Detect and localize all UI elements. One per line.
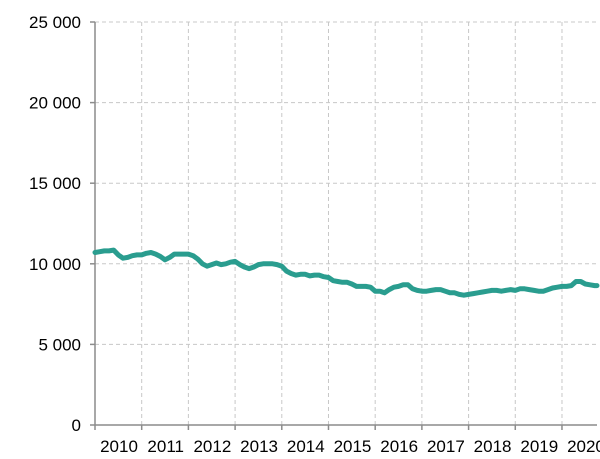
y-tick-labels: 0 5 000 10 000 15 000 20 000 25 000 <box>29 13 81 435</box>
x-tick-label: 2018 <box>474 437 512 456</box>
y-tick-label: 15 000 <box>29 174 81 193</box>
axes <box>90 21 597 430</box>
x-tick-label: 2014 <box>287 437 325 456</box>
x-tick-label: 2020 <box>567 437 600 456</box>
series-line <box>92 247 600 298</box>
x-tick-label: 2013 <box>240 437 278 456</box>
x-tick-label: 2012 <box>193 437 231 456</box>
y-tick-label: 5 000 <box>38 335 81 354</box>
x-tick-label: 2016 <box>380 437 418 456</box>
x-tick-label: 2015 <box>334 437 372 456</box>
y-tick-label: 20 000 <box>29 94 81 113</box>
x-tick-label: 2019 <box>520 437 558 456</box>
x-tick-label: 2010 <box>100 437 138 456</box>
x-tick-label: 2011 <box>147 437 184 456</box>
y-tick-label: 0 <box>72 416 81 435</box>
grid <box>95 21 597 425</box>
y-tick-label: 25 000 <box>29 13 81 32</box>
x-tick-label: 2017 <box>427 437 465 456</box>
x-tick-labels: 2010 2011 2012 2013 2014 2015 2016 2017 2018 2019… <box>100 437 600 456</box>
y-tick-label: 10 000 <box>29 255 81 274</box>
